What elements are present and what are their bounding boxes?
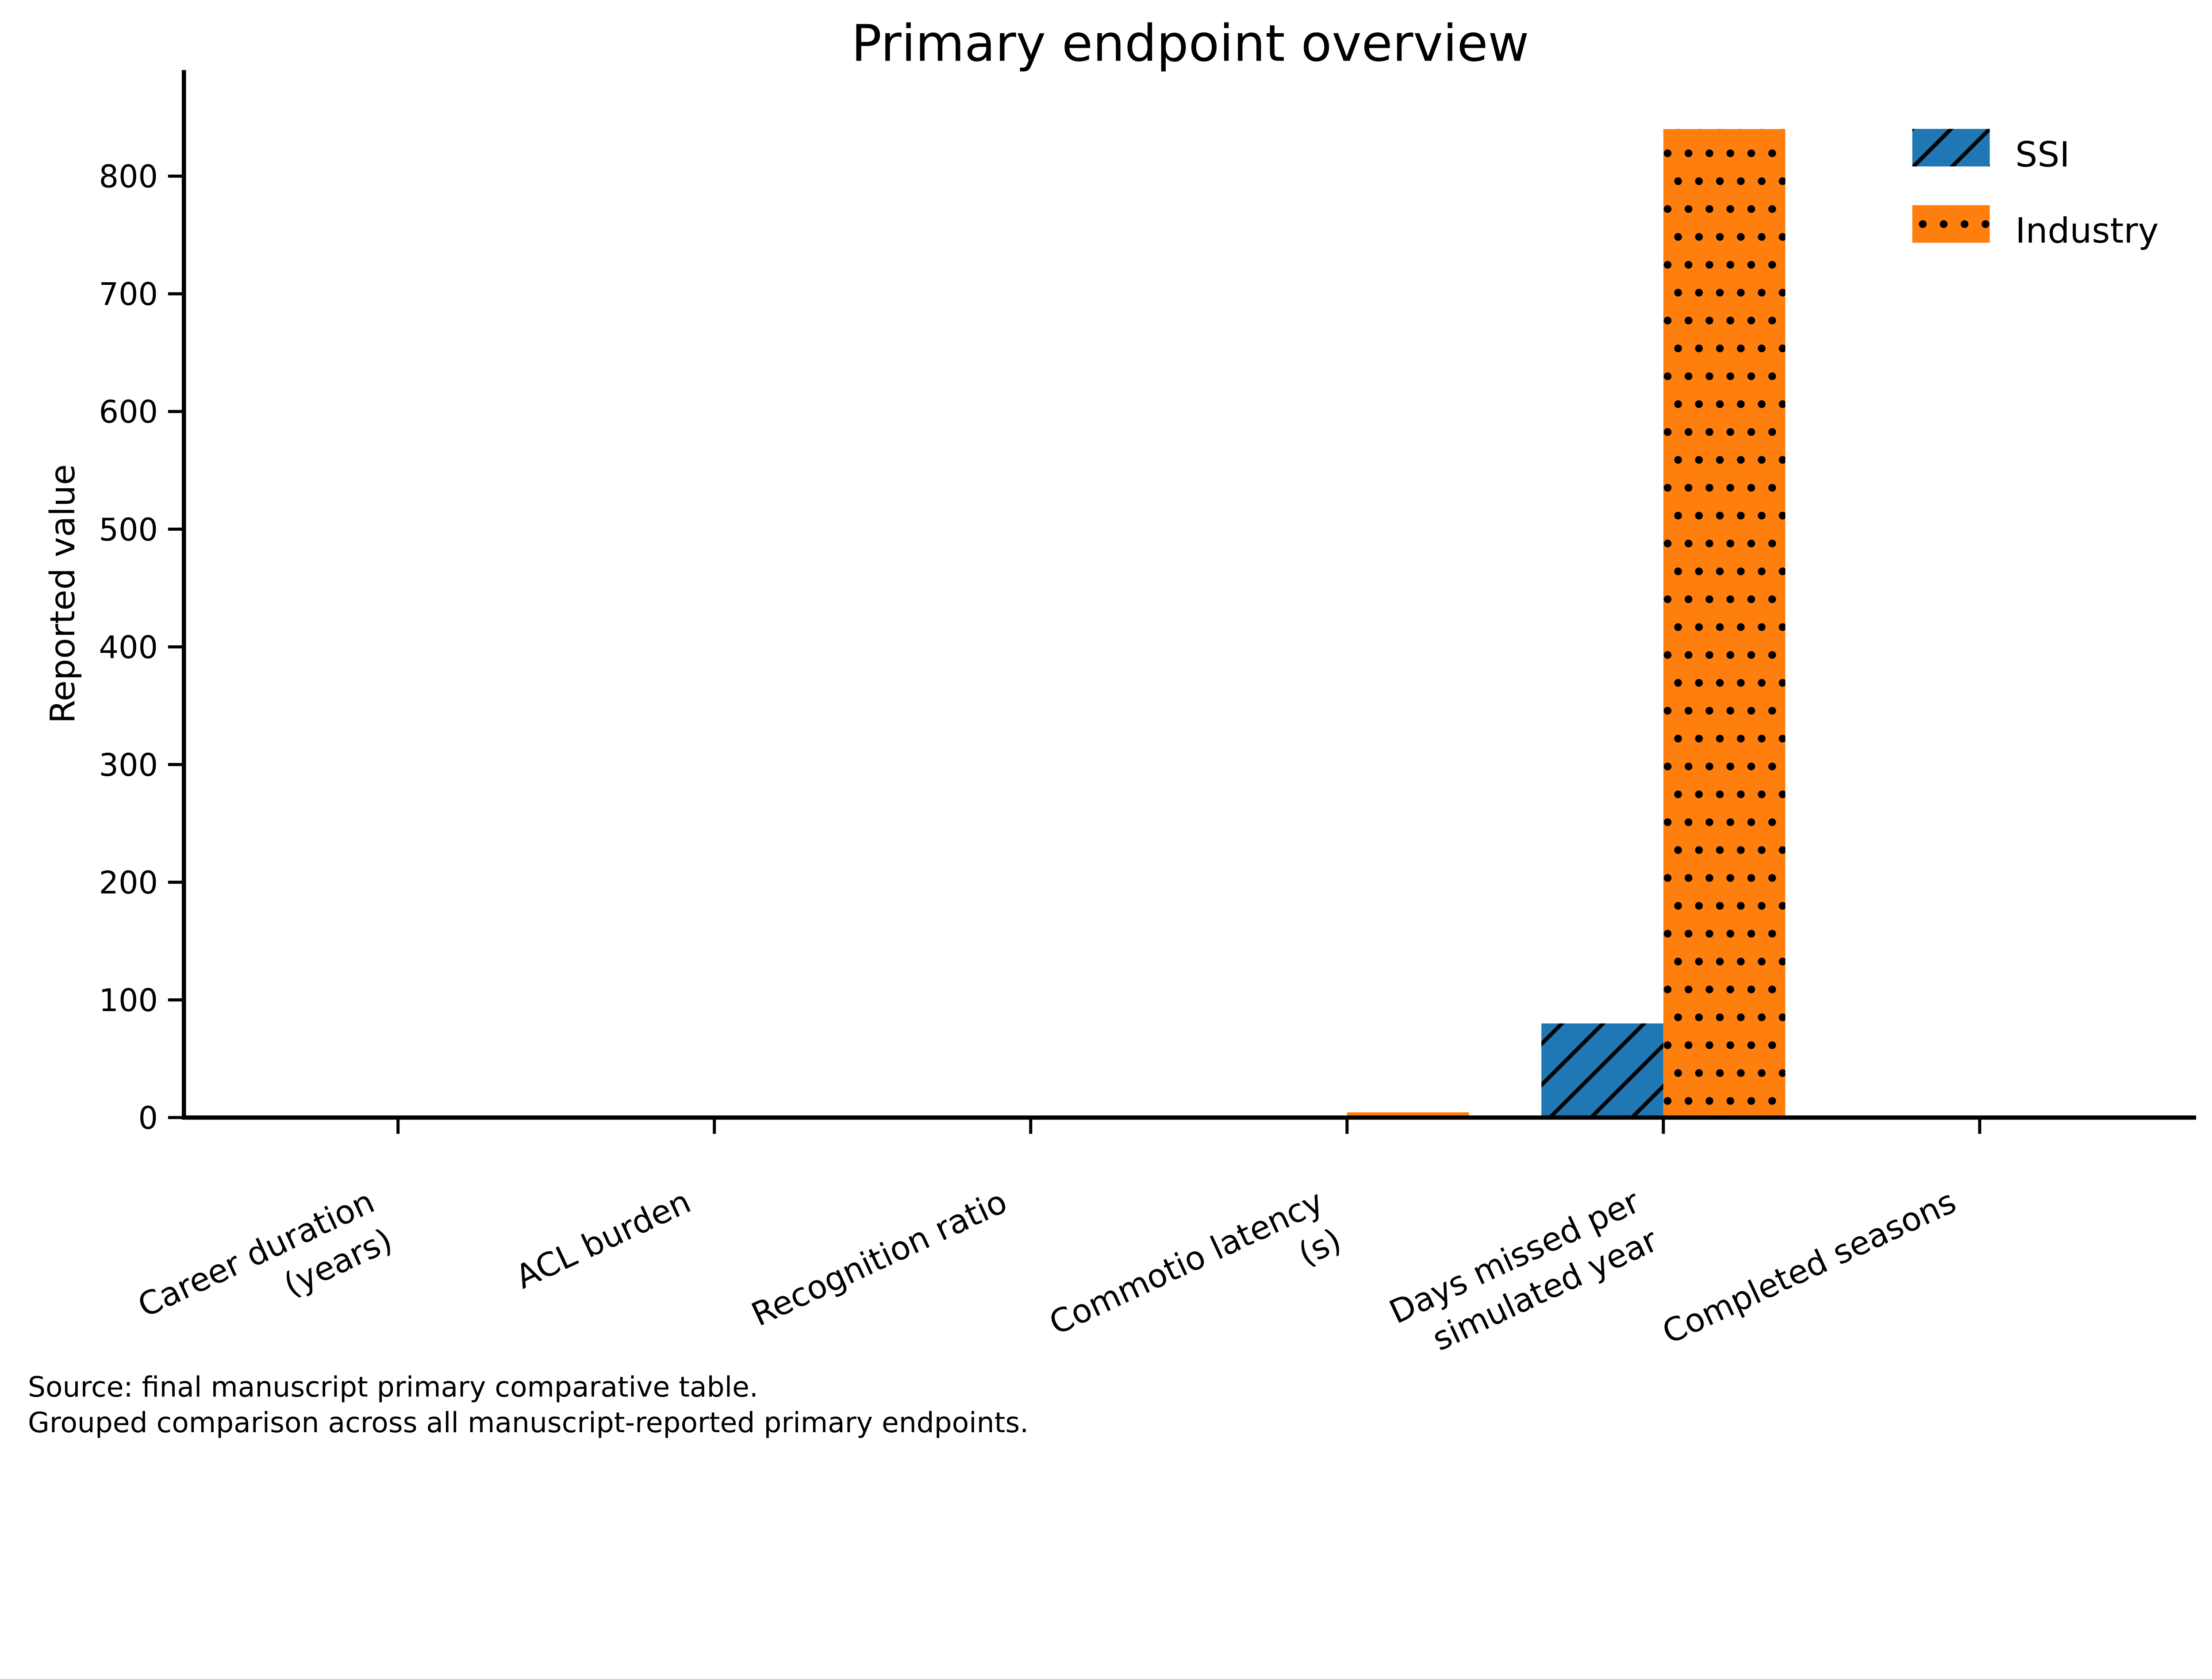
legend-swatch-industry — [1912, 205, 1990, 243]
axis-spines — [181, 70, 2197, 1120]
legend: SSI Industry — [1912, 129, 2158, 251]
y-axis-label: Reported value — [43, 464, 83, 723]
y-tick-label: 100 — [99, 982, 158, 1019]
x-tick-label: Commotio latency(s) — [1044, 1183, 1347, 1381]
chart-figure: 0 100 200 300 400 500 600 700 800 Career duration… — [28, 14, 2197, 1439]
x-tick-label: Recognition ratio — [746, 1183, 1013, 1334]
chart-title: Primary endpoint overview — [851, 14, 1529, 73]
x-tick-label: Completed seasons — [1657, 1183, 1962, 1352]
bar-industry-3 — [1347, 1112, 1469, 1118]
y-tick-label: 300 — [99, 747, 158, 783]
bar-industry-4 — [1663, 129, 1786, 1118]
y-tick-label: 400 — [99, 629, 158, 666]
y-tick-label: 500 — [99, 512, 158, 548]
bar-ssi-4 — [1541, 1023, 1663, 1118]
legend-label-industry: Industry — [2015, 211, 2158, 251]
source-note-line1: Source: final manuscript primary compara… — [28, 1371, 758, 1403]
source-note-line2: Grouped comparison across all manuscript… — [28, 1407, 1029, 1439]
y-tick-label: 700 — [99, 276, 158, 313]
bars-layer — [714, 129, 1786, 1118]
y-tick-label: 600 — [99, 394, 158, 430]
bar-chart: 0 100 200 300 400 500 600 700 800 Career duration… — [28, 14, 2197, 1439]
y-tick-label: 800 — [99, 159, 158, 195]
y-tick-label: 200 — [99, 865, 158, 901]
legend-label-ssi: SSI — [2015, 134, 2070, 175]
legend-swatch-ssi — [1912, 129, 1990, 167]
y-tick-label: 0 — [138, 1100, 158, 1136]
x-tick-label: ACL burden — [510, 1183, 696, 1296]
axes-layer: 0 100 200 300 400 500 600 700 800 Career duration… — [99, 70, 2197, 1381]
x-tick-label: Days missed persimulated year — [1384, 1183, 1664, 1370]
x-tick-label: Career duration(years) — [132, 1183, 398, 1364]
